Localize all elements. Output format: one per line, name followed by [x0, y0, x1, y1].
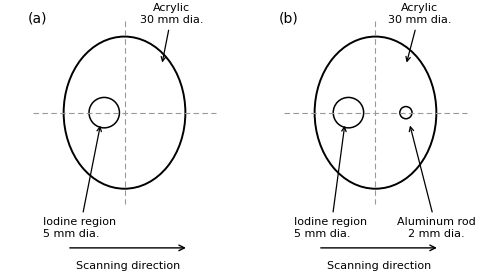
Text: Iodine region
5 mm dia.: Iodine region 5 mm dia.: [294, 127, 368, 239]
Text: Acrylic
30 mm dia.: Acrylic 30 mm dia.: [388, 3, 451, 61]
Text: Aluminum rod
2 mm dia.: Aluminum rod 2 mm dia.: [397, 127, 475, 239]
Text: Scanning direction: Scanning direction: [76, 261, 180, 271]
Text: Scanning direction: Scanning direction: [326, 261, 431, 271]
Text: Iodine region
5 mm dia.: Iodine region 5 mm dia.: [44, 127, 117, 239]
Text: (a): (a): [28, 11, 48, 25]
Text: (b): (b): [279, 11, 299, 25]
Text: Acrylic
30 mm dia.: Acrylic 30 mm dia.: [140, 3, 203, 61]
